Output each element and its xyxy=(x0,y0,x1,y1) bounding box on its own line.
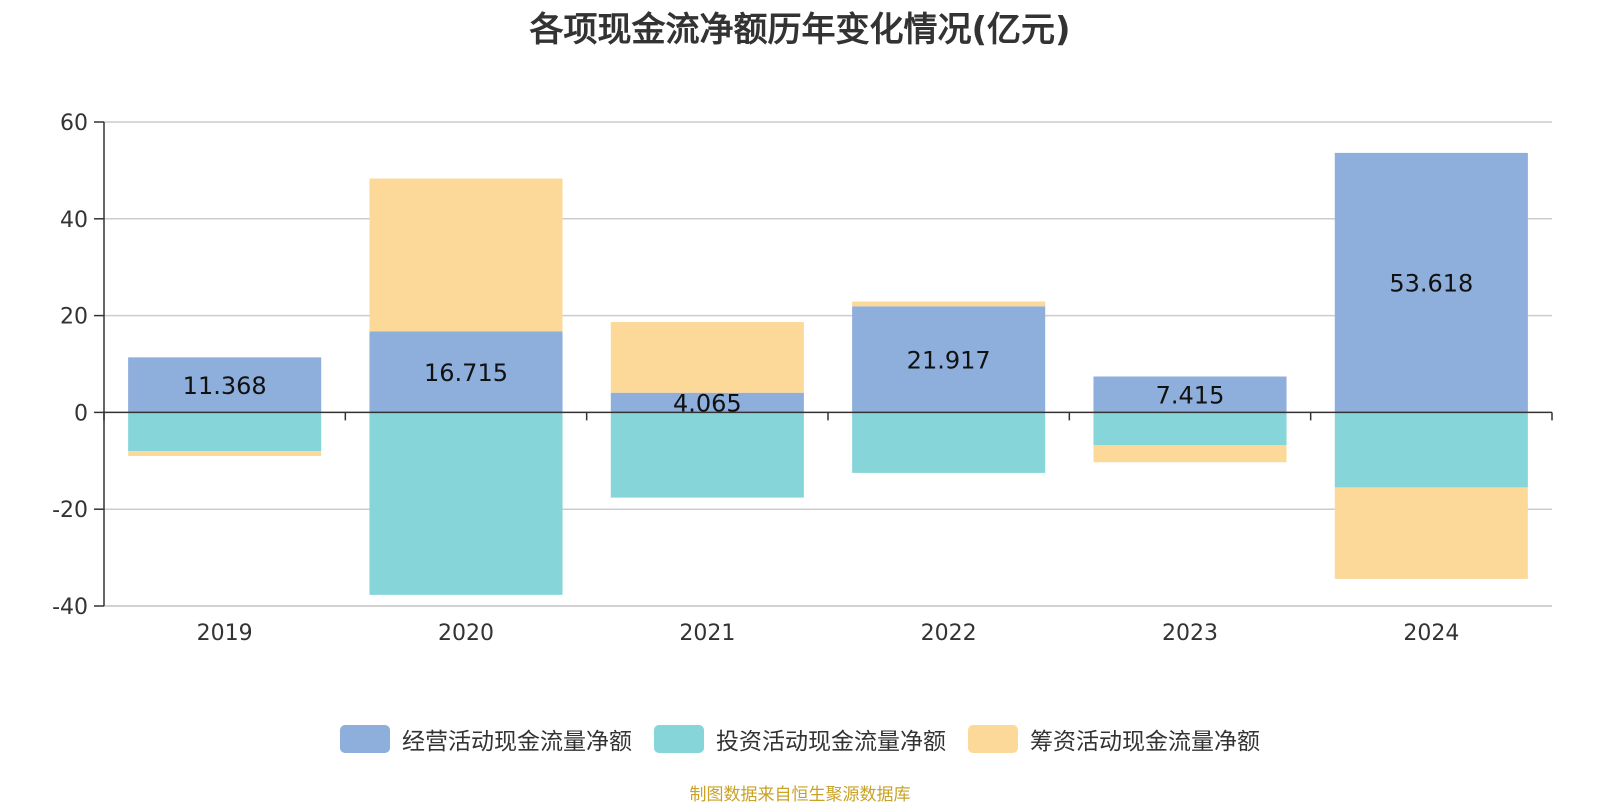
y-tick-label: 0 xyxy=(74,401,88,426)
x-tick-label: 2021 xyxy=(679,621,735,646)
legend-label: 筹资活动现金流量净额 xyxy=(1030,729,1260,755)
data-label: 4.065 xyxy=(673,390,742,418)
bar-2021-series-2[interactable] xyxy=(610,322,804,393)
bar-2022-series-2[interactable] xyxy=(852,301,1046,307)
y-tick-label: -20 xyxy=(52,498,88,523)
bar-2023-series-0[interactable] xyxy=(1093,376,1287,413)
bar-2024-series-2[interactable] xyxy=(1334,487,1528,579)
bar-2022-series-1[interactable] xyxy=(852,412,1046,473)
bar-2023-series-1[interactable] xyxy=(1093,412,1287,446)
legend-item[interactable]: 筹资活动现金流量净额 xyxy=(968,722,1260,756)
y-tick-label: 40 xyxy=(60,208,88,233)
source-note: 制图数据来自恒生聚源数据库 xyxy=(689,785,911,805)
bar-2021-series-0[interactable] xyxy=(610,392,804,413)
legend-swatch xyxy=(968,725,1018,753)
bar-2019-series-1[interactable] xyxy=(128,412,322,452)
bars xyxy=(128,152,1528,595)
legend-swatch xyxy=(340,725,390,753)
legend-label: 经营活动现金流量净额 xyxy=(402,729,632,755)
bar-2020-series-1[interactable] xyxy=(369,412,563,595)
chart-title: 各项现金流净额历年变化情况(亿元) xyxy=(529,10,1071,50)
data-label: 53.618 xyxy=(1389,270,1473,298)
bar-2019-series-2[interactable] xyxy=(128,451,322,456)
axes: -40 -20 0 20 40 60 2019 2020 2021 2022 2023 2024 xyxy=(52,111,1553,646)
x-tick-label: 2020 xyxy=(438,621,494,646)
data-label: 11.368 xyxy=(183,372,267,400)
legend-label: 投资活动现金流量净额 xyxy=(716,729,946,755)
x-tick-label: 2024 xyxy=(1403,621,1459,646)
y-tick-label: 60 xyxy=(60,111,88,136)
bar-2022-series-0[interactable] xyxy=(852,306,1046,413)
legend-swatch xyxy=(654,725,704,753)
x-tick-label: 2019 xyxy=(197,621,253,646)
x-tick-label: 2022 xyxy=(921,621,977,646)
data-label: 21.917 xyxy=(907,346,991,374)
y-tick-label: -40 xyxy=(52,595,88,620)
y-tick-label: 20 xyxy=(60,305,88,330)
bar-2020-series-2[interactable] xyxy=(369,178,563,332)
legend-item[interactable]: 经营活动现金流量净额 xyxy=(340,722,632,756)
x-tick-label: 2023 xyxy=(1162,621,1218,646)
legend-item[interactable]: 投资活动现金流量净额 xyxy=(654,722,946,756)
bar-2019-series-0[interactable] xyxy=(128,357,322,413)
data-label: 7.415 xyxy=(1156,381,1225,409)
bar-2023-series-2[interactable] xyxy=(1093,445,1287,463)
data-label: 16.715 xyxy=(424,359,508,387)
bar-2021-series-1[interactable] xyxy=(610,412,804,498)
bar-2024-series-1[interactable] xyxy=(1334,412,1528,488)
bar-2024-series-0[interactable] xyxy=(1334,152,1528,413)
grid-lines xyxy=(104,121,1552,607)
bar-2020-series-0[interactable] xyxy=(369,331,563,413)
data-labels: 11.368 16.715 4.065 21.917 7.415 53.618 xyxy=(183,270,1474,418)
legend: 经营活动现金流量净额 投资活动现金流量净额 筹资活动现金流量净额 xyxy=(0,722,1600,756)
